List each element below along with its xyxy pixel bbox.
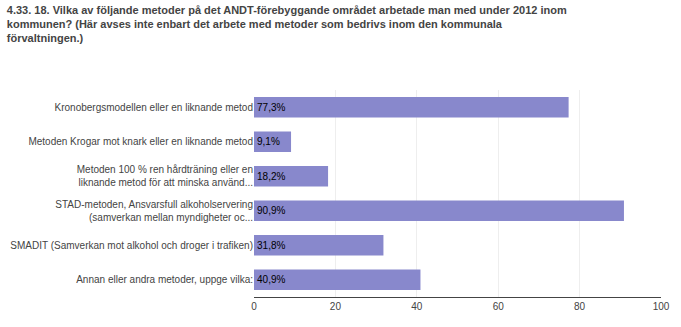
svg-text:STAD-metoden, Ansvarsfull alko: STAD-metoden, Ansvarsfull alkoholserveri… [55,199,253,223]
svg-text:40: 40 [411,301,423,312]
svg-text:SMADIT (Samverkan mot alkohol: SMADIT (Samverkan mot alkohol och droger… [10,240,253,251]
svg-text:9,1%: 9,1% [257,136,280,147]
svg-text:Metoden Krogar mot knark eller: Metoden Krogar mot knark eller en liknan… [28,136,253,147]
svg-text:90,9%: 90,9% [257,205,285,216]
svg-text:77,3%: 77,3% [257,102,285,113]
svg-text:0: 0 [251,301,257,312]
svg-text:100: 100 [653,301,670,312]
svg-text:31,8%: 31,8% [257,240,285,251]
svg-text:Annan eller andra metoder, upp: Annan eller andra metoder, uppge vilka: [76,274,253,285]
svg-text:Metoden 100 % ren hårdträning: Metoden 100 % ren hårdträning eller enli… [77,164,253,188]
svg-text:20: 20 [330,301,342,312]
svg-text:4.33. 18. Vilka av följande me: 4.33. 18. Vilka av följande metoder på d… [7,4,567,45]
svg-text:18,2%: 18,2% [257,171,285,182]
svg-text:Kronobergsmodellen eller en li: Kronobergsmodellen eller en liknande met… [55,102,253,113]
svg-text:60: 60 [493,301,505,312]
svg-text:80: 80 [574,301,586,312]
svg-text:40,9%: 40,9% [257,274,285,285]
